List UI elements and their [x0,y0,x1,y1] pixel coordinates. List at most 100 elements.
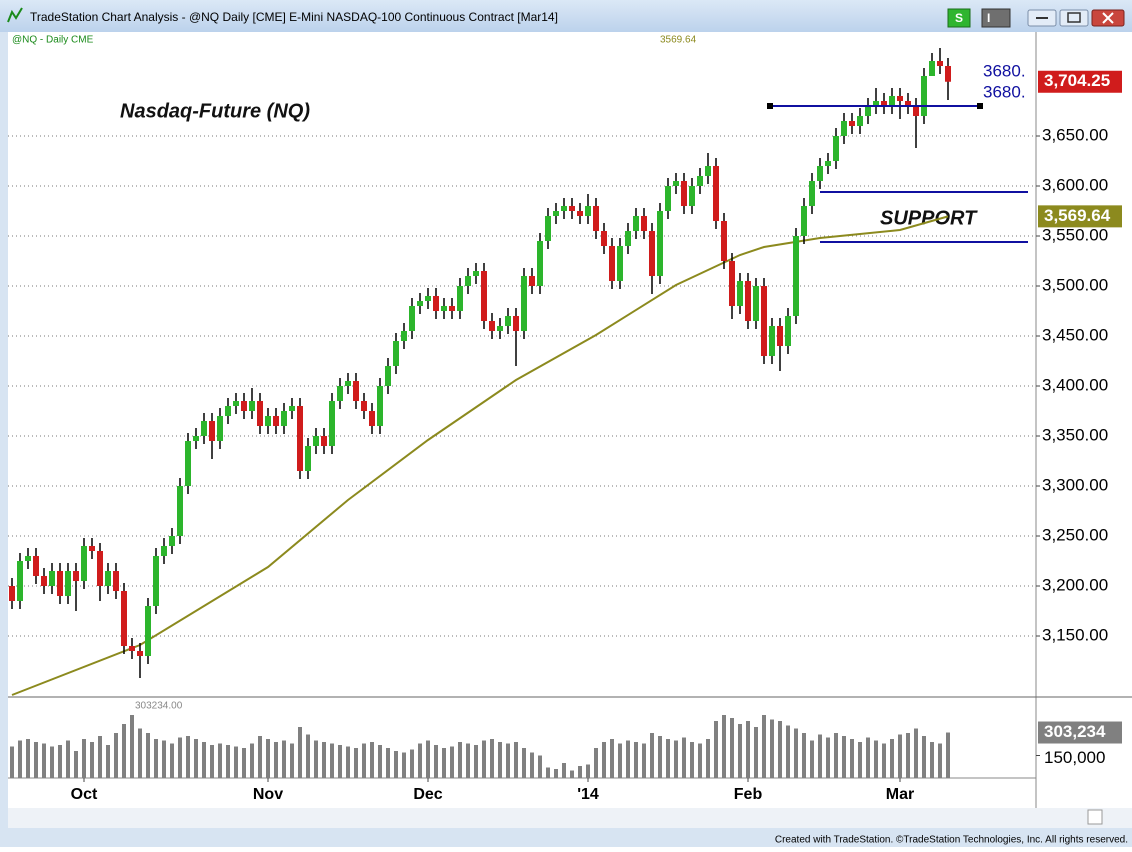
volume-bar [74,751,78,778]
volume-bar [154,739,158,778]
candle-body [329,401,335,446]
candle-body [161,546,167,556]
candle-body [201,421,207,436]
volume-bar [754,727,758,778]
volume-bar [58,745,62,778]
candle-body [441,306,447,311]
volume-bar [18,740,22,778]
candle-body [393,341,399,366]
candle-body [73,571,79,581]
title-bar [0,0,1132,32]
candle-body [409,306,415,331]
volume-bar [162,740,166,778]
volume-bar [690,742,694,778]
candle-body [865,106,871,116]
candle-body [729,261,735,306]
candle-body [817,166,823,181]
y-tick-label: 3,550.00 [1042,225,1108,244]
candle-body [497,326,503,331]
volume-bar [386,748,390,778]
candle-body [617,246,623,281]
volume-bar [306,734,310,778]
candle-body [121,591,127,646]
candle-body [33,556,39,576]
y-tick-label: 3,250.00 [1042,525,1108,544]
volume-bar [610,739,614,778]
volume-header: 303234.00 [135,701,183,712]
candle-body [897,96,903,101]
volume-bar [290,743,294,778]
moving-average [11,215,949,696]
candle-body [841,121,847,136]
support-annotation: SUPPORT [880,207,978,229]
candle-body [473,271,479,276]
value-box [1038,70,1122,93]
volume-bar [762,715,766,778]
volume-bar [906,733,910,778]
i-button[interactable] [981,8,1011,28]
candle-body [769,326,775,356]
candle-body [705,166,711,176]
volume-bar [10,746,14,778]
y-tick-label: 3,350.00 [1042,425,1108,444]
volume-bar [370,742,374,778]
volume-bar [922,736,926,778]
candle-body [833,136,839,161]
candle-body [241,401,247,411]
volume-bar [946,732,950,778]
candle-body [465,276,471,286]
candle-body [297,406,303,471]
volume-bar [594,748,598,778]
y-tick-label: 3,300.00 [1042,475,1108,494]
volume-bar [442,748,446,778]
volume-bar [394,751,398,778]
volume-bar [730,718,734,778]
candle-body [89,546,95,551]
s-button[interactable] [947,8,971,28]
volume-bar [850,739,854,778]
candle-body [601,231,607,246]
volume-tick-label: 150,000 [1044,748,1105,767]
candle-body [457,286,463,311]
volume-bar [458,742,462,778]
candle-body [273,416,279,426]
volume-bar [114,733,118,778]
volume-bar [770,719,774,778]
candle-body [513,316,519,331]
scroll-thumb[interactable] [1087,809,1103,825]
candle-body [313,436,319,446]
scrollbar[interactable] [8,808,1132,828]
candle-body [889,96,895,106]
candle-body [785,316,791,346]
candle-body [657,211,663,276]
candle-body [905,101,911,106]
maximize-button[interactable] [1059,9,1089,27]
volume-bar [634,742,638,778]
volume-bar [658,736,662,778]
candle-body [489,321,495,331]
volume-bar [146,733,150,778]
candle-body [17,561,23,601]
i-button-label: I [987,11,990,25]
candle-body [505,316,511,326]
volume-bar [898,734,902,778]
candle-body [697,176,703,186]
candle-body [937,61,943,66]
x-tick-label: Dec [413,786,442,803]
volume-bar [722,715,726,778]
volume-bar [714,721,718,778]
candle-body [929,61,935,76]
candle-body [569,206,575,211]
candle-body [745,281,751,321]
close-icon [1102,12,1114,24]
volume-bar [890,739,894,778]
candle-body [545,216,551,241]
x-tick-label: Mar [886,786,914,803]
y-tick-label: 3,600.00 [1042,175,1108,194]
volume-bar [586,764,590,778]
volume-bar [418,743,422,778]
volume-bar [282,740,286,778]
volume-bar [794,728,798,778]
candle-body [585,206,591,216]
